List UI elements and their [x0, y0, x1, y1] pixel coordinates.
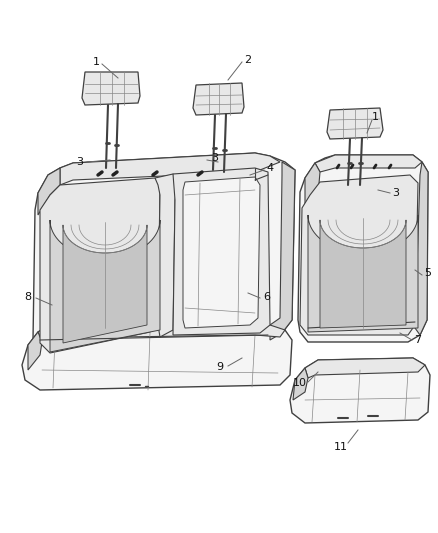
- Polygon shape: [183, 177, 260, 328]
- Text: 3: 3: [212, 153, 219, 163]
- Text: 8: 8: [25, 292, 32, 302]
- Text: 1: 1: [371, 112, 378, 122]
- Text: 10: 10: [293, 378, 307, 388]
- Text: 3: 3: [392, 188, 399, 198]
- Polygon shape: [293, 368, 308, 400]
- Polygon shape: [22, 325, 292, 390]
- Text: 7: 7: [414, 335, 421, 345]
- Polygon shape: [155, 174, 178, 337]
- Polygon shape: [82, 72, 140, 105]
- Text: 9: 9: [216, 362, 223, 372]
- Polygon shape: [33, 153, 295, 363]
- Text: 6: 6: [264, 292, 271, 302]
- Polygon shape: [290, 358, 430, 423]
- Polygon shape: [40, 178, 160, 353]
- Text: 4: 4: [266, 163, 274, 173]
- Polygon shape: [300, 175, 418, 335]
- Text: 11: 11: [334, 442, 348, 452]
- Polygon shape: [270, 162, 295, 340]
- Text: 3: 3: [77, 157, 84, 167]
- Polygon shape: [320, 220, 406, 328]
- Polygon shape: [308, 215, 418, 332]
- Polygon shape: [50, 220, 160, 352]
- Polygon shape: [305, 358, 425, 378]
- Text: 5: 5: [424, 268, 431, 278]
- Text: 1: 1: [92, 57, 99, 67]
- Polygon shape: [173, 168, 270, 335]
- Polygon shape: [60, 153, 280, 185]
- Polygon shape: [63, 225, 147, 343]
- Polygon shape: [415, 162, 428, 335]
- Polygon shape: [298, 155, 428, 342]
- Polygon shape: [327, 108, 383, 139]
- Polygon shape: [38, 325, 285, 342]
- Polygon shape: [28, 332, 42, 370]
- Polygon shape: [38, 168, 60, 215]
- Text: 2: 2: [244, 55, 251, 65]
- Polygon shape: [193, 83, 244, 115]
- Polygon shape: [315, 155, 422, 172]
- Polygon shape: [305, 163, 320, 205]
